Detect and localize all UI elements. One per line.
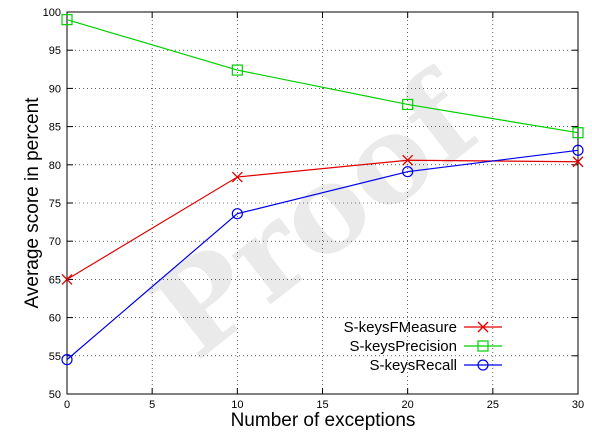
y-tick-label: 85 xyxy=(49,122,61,134)
legend-label: S-keysPrecision xyxy=(349,338,457,355)
y-tick-label: 75 xyxy=(49,198,61,210)
y-tick-label: 70 xyxy=(49,236,61,248)
y-tick-label: 50 xyxy=(49,389,61,401)
legend-item-s-keysrecall: S-keysRecall xyxy=(369,357,502,374)
y-tick-label: 55 xyxy=(49,351,61,363)
legend-item-s-keysprecision: S-keysPrecision xyxy=(349,338,502,355)
legend-item-s-keysfmeasure: S-keysFMeasure xyxy=(344,319,502,336)
x-tick-label: 0 xyxy=(64,399,70,411)
y-tick-label: 65 xyxy=(49,274,61,286)
legend-label: S-keysFMeasure xyxy=(344,319,457,336)
y-tick-label: 60 xyxy=(49,313,61,325)
legend: S-keysFMeasure S-keysPrecision S-keysRecal… xyxy=(344,319,502,374)
y-tick-label: 95 xyxy=(49,45,61,57)
x-tick-label: 5 xyxy=(149,399,155,411)
y-tick-label: 80 xyxy=(49,160,61,172)
x-axis-title: Number of exceptions xyxy=(231,410,416,431)
x-tick-label: 30 xyxy=(572,399,584,411)
y-tick-label: 90 xyxy=(49,83,61,95)
y-tick-label: 100 xyxy=(43,7,61,19)
y-axis-title: Average score in percent xyxy=(22,97,43,309)
x-tick-label: 25 xyxy=(487,399,499,411)
legend-label: S-keysRecall xyxy=(369,357,457,374)
